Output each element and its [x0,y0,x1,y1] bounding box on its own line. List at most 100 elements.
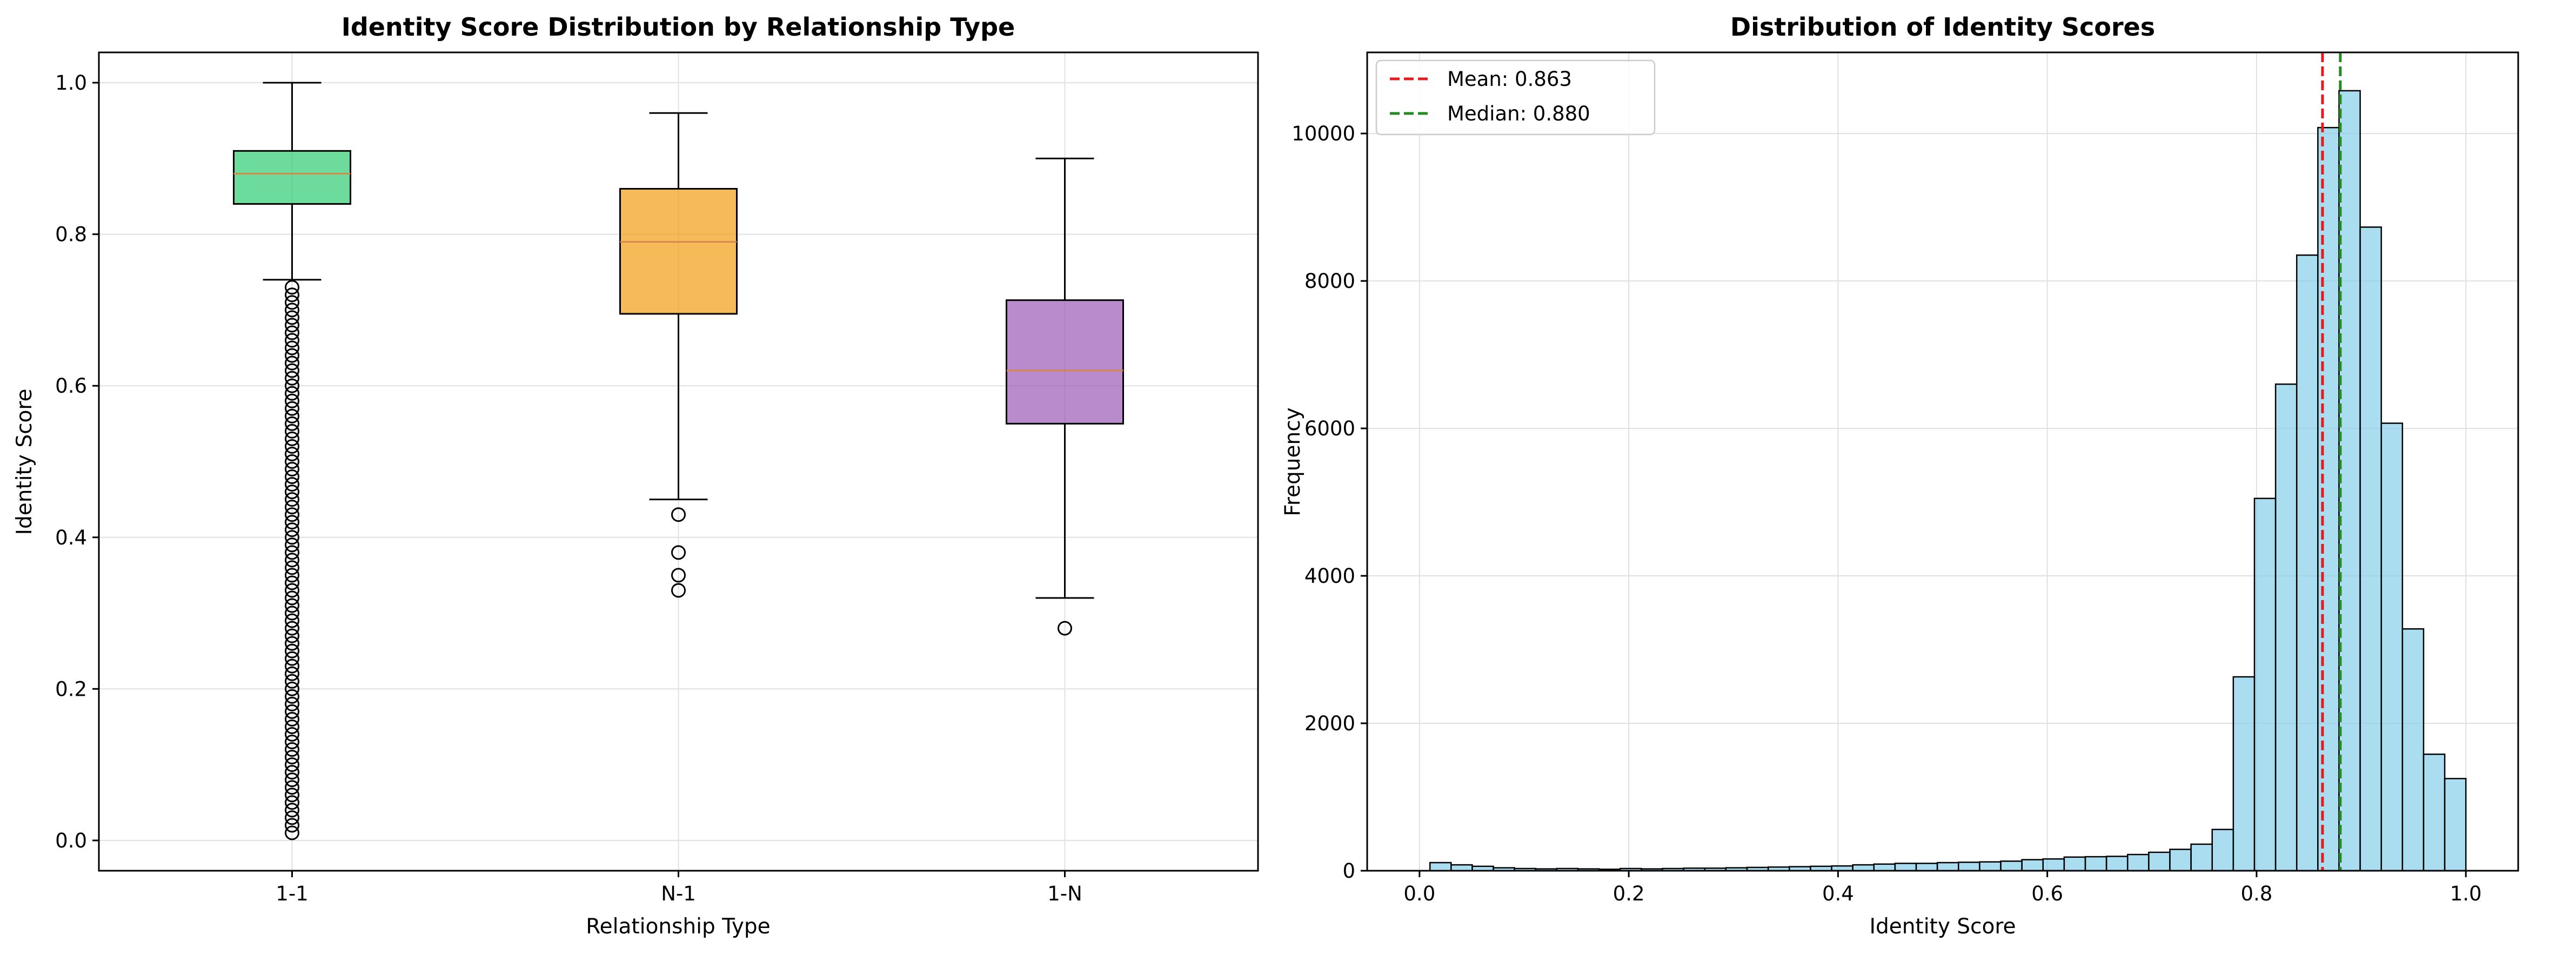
boxplot-outlier [285,696,299,711]
boxplot-outlier [285,469,299,485]
boxplot-outlier [285,825,299,840]
histogram-axes-frame [1366,51,2519,872]
boxplot-y-ticks: 0.0 0.2 0.4 0.6 0.8 1.0 [55,71,99,852]
boxplot-box-1-N [1006,299,1124,425]
histogram-bar [2444,778,2467,872]
histogram-bar [2423,754,2446,872]
histogram-y-tick-label: 4000 [1304,564,1355,588]
histogram-title: Distribution of Identity Scores [1730,12,2155,42]
histogram-bar [2042,858,2065,872]
histogram-x-tick-label: 1.0 [2450,882,2482,905]
boxplot-outlier [1058,621,1072,636]
boxplot-outlier [285,530,299,545]
boxplot-outlier [285,598,299,613]
boxplot-box-N-1 [619,188,738,315]
boxplot-outlier [285,485,299,500]
boxplot-outlier [285,711,299,727]
legend-box [1375,59,1656,136]
boxplot-outlier [285,371,299,386]
boxplot-outlier [285,636,299,651]
boxplot-outlier [285,674,299,689]
histogram-bar [2084,856,2107,872]
boxplot-title: Identity Score Distribution by Relations… [342,12,1015,42]
boxplot-y-tick-label: 1.0 [55,71,87,95]
boxplot-outlier [285,302,299,318]
boxplot-outlier [285,454,299,469]
boxplot-outlier [285,378,299,393]
histogram-x-tick-label: 0.8 [2240,882,2272,905]
boxplot-outlier [285,628,299,643]
boxplot-outlier [285,590,299,606]
histogram-bar [1915,863,1938,872]
boxplot-outlier [285,765,299,780]
histogram-bar [2063,856,2086,872]
boxplot-marks [233,82,1124,840]
boxplot-y-tick-label: 0.2 [55,677,87,701]
histogram-y-tick-label: 8000 [1304,270,1355,293]
histogram-bar [2169,849,2192,872]
histogram-panel: 0 2000 4000 6000 8000 10000 0.0 0.2 0.4 0.6 0.8 1.… [1281,12,2519,939]
boxplot-outlier [285,560,299,575]
boxplot-outlier [285,462,299,477]
boxplot-outlier [285,658,299,674]
boxplot-outlier [285,295,299,310]
boxplot-outlier [285,340,299,355]
boxplot-outlier [285,280,299,295]
histogram-legend[interactable]: Mean: 0.863 Median: 0.880 [1375,59,1656,136]
histogram-x-tick-label: 0.6 [2031,882,2063,905]
histogram-bar [2105,856,2129,872]
histogram-x-axis-label: Identity Score [1869,914,2016,939]
histogram-y-tick-label: 2000 [1304,712,1355,735]
boxplot-outlier [285,348,299,363]
boxplot-outlier [285,651,299,666]
boxplot-box-1-1 [233,150,351,205]
boxplot-outlier [285,568,299,583]
histogram-reference-lines [2321,52,2342,871]
boxplot-outlier [671,583,686,598]
boxplot-outlier [671,545,686,560]
boxplot-x-tick-label: 1-1 [276,882,308,905]
boxplot-x-tick-label: N-1 [661,882,696,905]
histogram-y-ticks: 0 2000 4000 6000 8000 10000 [1292,122,1367,883]
boxplot-x-tick-label: 1-N [1047,882,1082,905]
boxplot-outlier [285,492,299,507]
boxplot-outlier [285,643,299,658]
histogram-bar [2359,226,2382,872]
boxplot-outlier [285,537,299,553]
boxplot-outlier [285,621,299,636]
boxplot-x-ticks: 1-1 N-1 1-N [276,871,1082,905]
histogram-bar [2253,497,2277,872]
histogram-bar [1894,863,1917,872]
boxplot-outlier [285,583,299,598]
boxplot-outlier [671,507,686,522]
boxplot-outlier [285,772,299,788]
boxplot-outlier [285,575,299,590]
histogram-bar [2296,254,2319,872]
histogram-bar [1957,862,1980,872]
histogram-x-ticks: 0.0 0.2 0.4 0.6 0.8 1.0 [1403,871,2482,905]
boxplot-outlier [285,408,299,423]
histogram-bar [2126,853,2150,872]
boxplot-outlier [285,333,299,348]
boxplot-outlier [285,363,299,378]
boxplot-y-tick-label: 0.8 [55,223,87,246]
boxplot-outlier [285,522,299,537]
boxplot-x-axis-label: Relationship Type [586,914,770,939]
boxplot-outlier [285,325,299,340]
histogram-y-tick-label: 10000 [1292,122,1355,145]
histogram-bars [1429,90,2467,872]
boxplot-outlier [285,318,299,333]
boxplot-y-tick-label: 0.0 [55,829,87,852]
boxplot-outlier [285,810,299,825]
boxplot-outlier [285,788,299,803]
histogram-bar [1873,863,1896,872]
boxplot-outlier [285,500,299,515]
boxplot-outlier [285,795,299,810]
boxplot-outlier [285,310,299,325]
histogram-bar [1429,862,1452,872]
boxplot-outlier [285,727,299,742]
histogram-bar [1852,864,1875,872]
histogram-bar [2380,422,2404,872]
boxplot-outlier [285,803,299,818]
